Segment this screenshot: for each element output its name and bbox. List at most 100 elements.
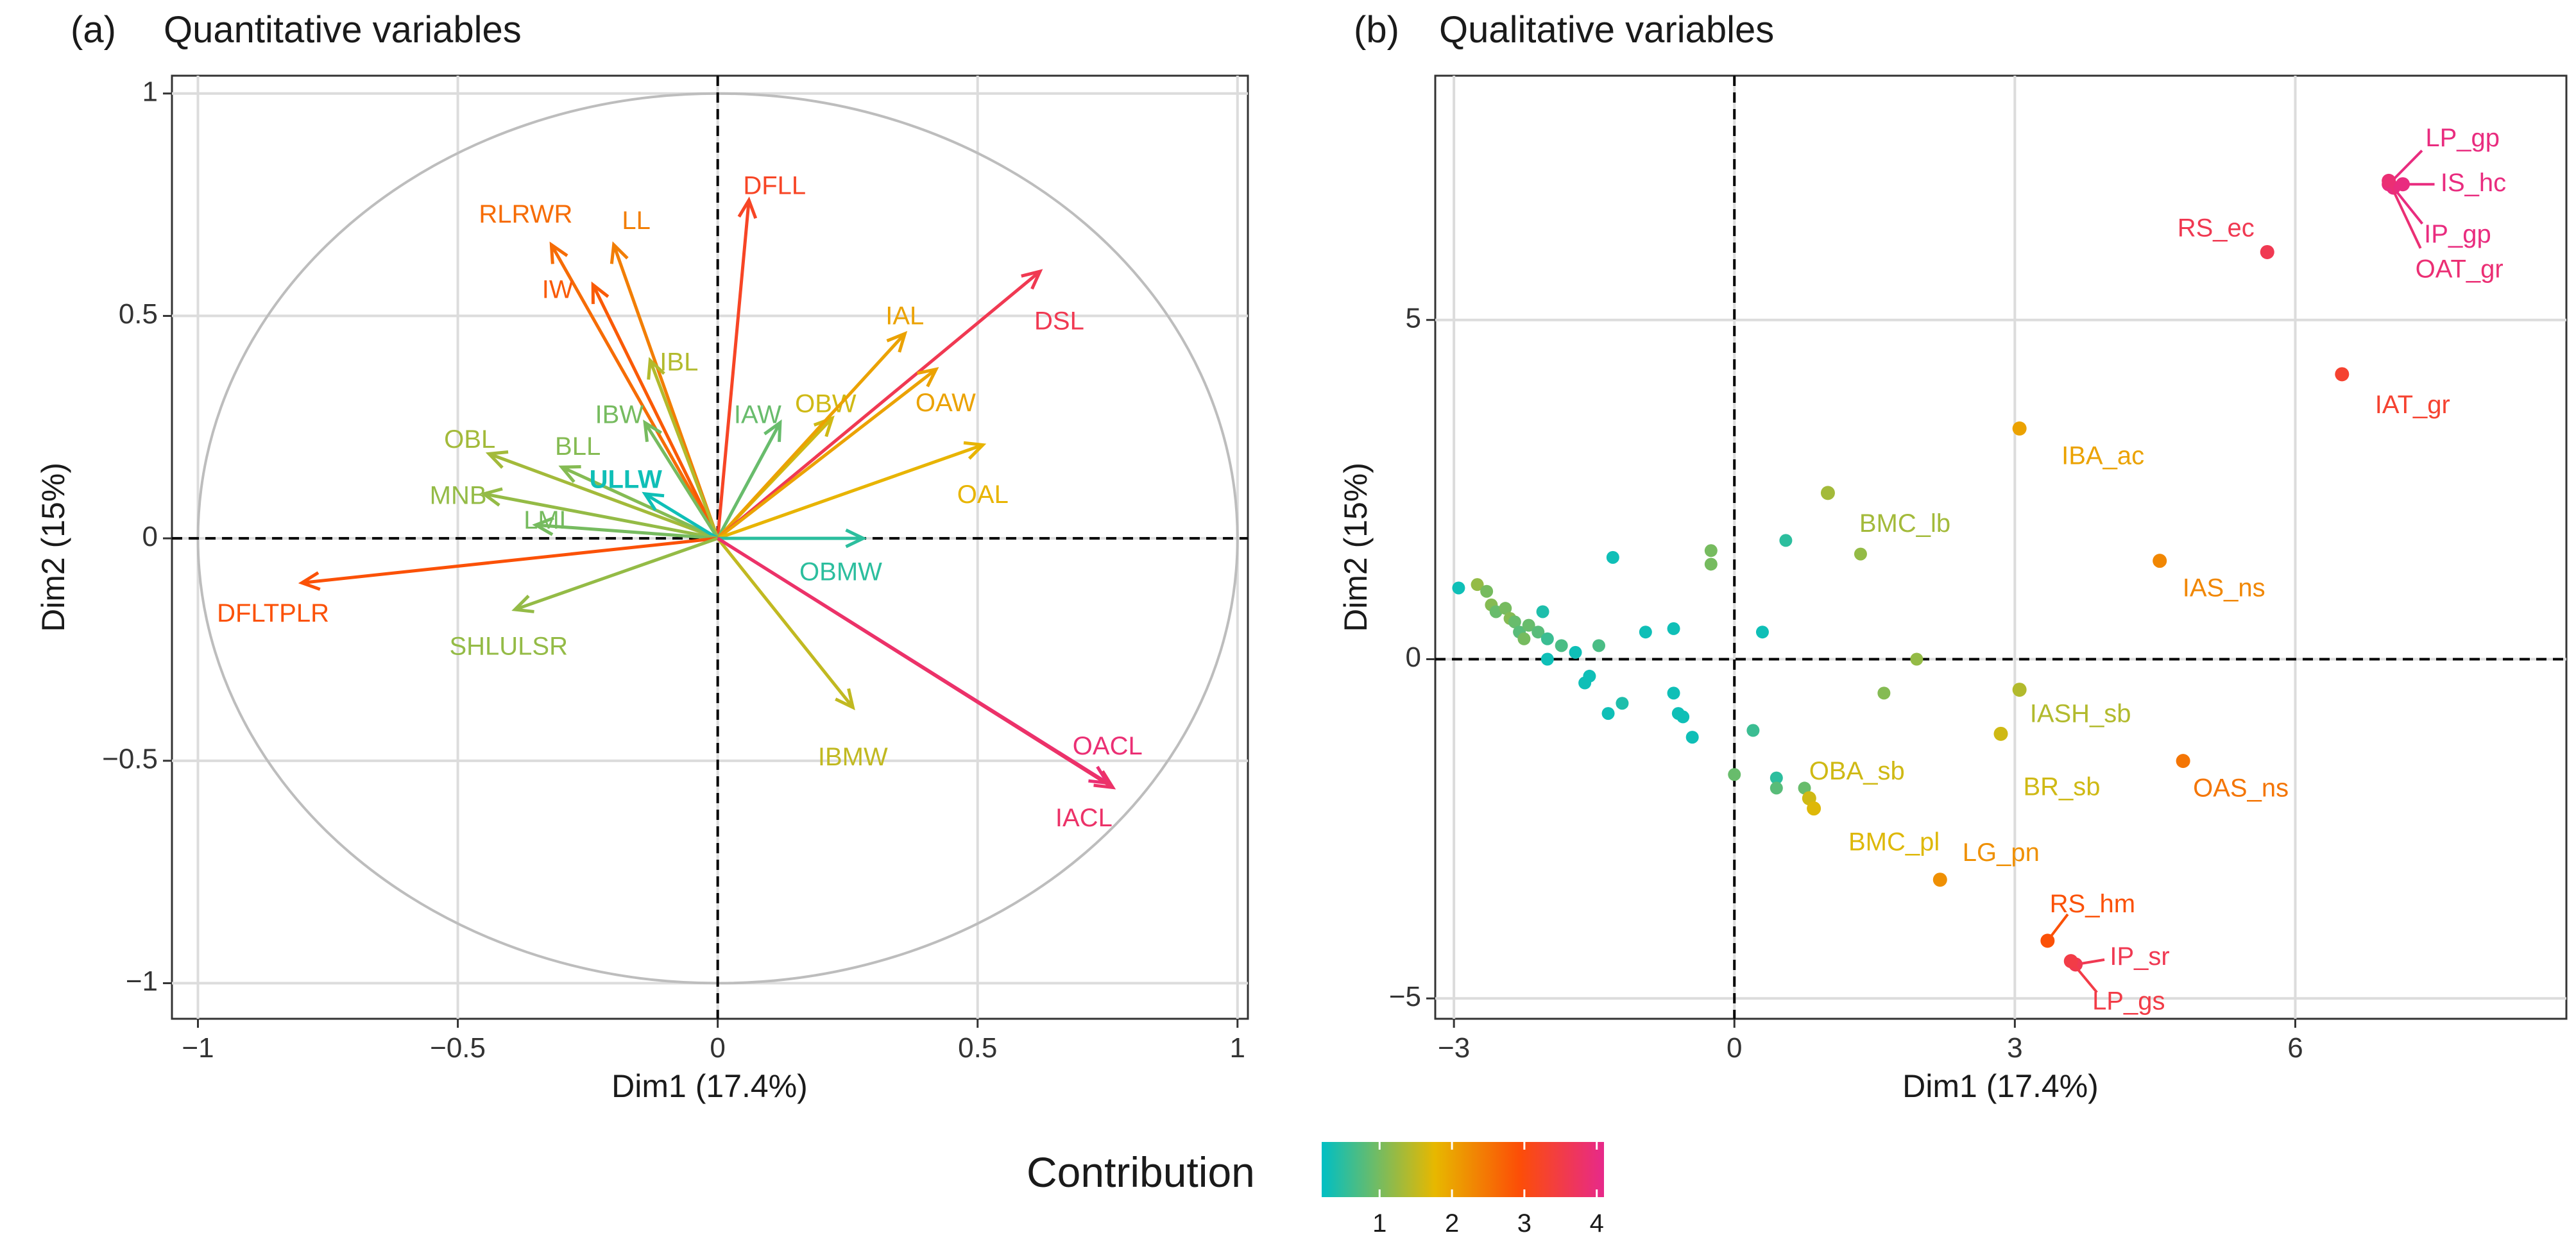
category-point (2335, 367, 2350, 382)
arrow-head (886, 330, 908, 353)
arrow-shlulsr: SHLULSR (449, 536, 719, 661)
arrow-iaw: IAW (716, 400, 782, 540)
point-rs-hm: RS_hm (2040, 890, 2135, 948)
category-point (1779, 534, 1793, 547)
category-point (1667, 622, 1680, 635)
label-leader (2387, 180, 2422, 249)
x-tick-label: −0.5 (430, 1032, 486, 1064)
arrow-label: OBL (444, 425, 495, 454)
arrow-head (532, 516, 554, 536)
arrow-label: RLRWR (479, 200, 572, 228)
panel-b-points: LP_gp IS_hc IP_gp OAT_gr RS_ec IAT_gr IBA_ac BM… (1452, 124, 2506, 1016)
x-tick-label: 1 (1230, 1032, 1245, 1064)
panel-a-plot-area (171, 74, 1249, 1020)
legend: Contribution 1 2 3 4 (1027, 1142, 1604, 1238)
category-point (1540, 632, 1554, 645)
arrow-head (298, 571, 321, 591)
arrow-head (737, 196, 758, 219)
category-point (1728, 768, 1741, 781)
arrow-shaft (561, 465, 719, 540)
arrow-oaw: OAW (717, 367, 976, 540)
y-tick-label: −0.5 (102, 743, 158, 774)
category-point (1667, 686, 1680, 700)
category-point (1540, 652, 1554, 666)
category-point (1536, 605, 1549, 618)
point-is-hc: IS_hc (2396, 169, 2506, 197)
arrow-shaft (514, 536, 719, 611)
point-label: RS_hm (2050, 890, 2135, 918)
point-oba-sb: OBA_sb (1802, 757, 1905, 806)
arrow-ibmw: IBMW (716, 537, 888, 771)
category-point (2063, 954, 2078, 969)
panel-a-title: Quantitative variables (164, 9, 522, 51)
y-tick-label: 0.5 (119, 298, 158, 330)
point-label: OBA_sb (1809, 757, 1905, 785)
category-point (2040, 933, 2055, 948)
arrow-label: IAW (734, 400, 781, 429)
point-label: IAT_gr (2375, 391, 2450, 419)
arrow-shaft (648, 359, 719, 540)
category-point (1471, 578, 1484, 592)
panel-b-x-ticks: −3 0 3 6 (1438, 1019, 2303, 1064)
legend-title: Contribution (1027, 1148, 1255, 1196)
legend-tick-label: 4 (1590, 1209, 1604, 1238)
category-point (1583, 669, 1596, 683)
point-br-sb: BR_sb (1993, 726, 2101, 801)
panel-a-arrows: DFLL RLRWR LL IW IBL IBW IAW OBW IAL DSL OAW OAL OBL… (217, 172, 1143, 832)
arrow-label: IBW (595, 400, 644, 429)
arrow-ibw: IBW (595, 400, 719, 540)
arrow-shaft (716, 332, 907, 540)
arrow-head (763, 419, 782, 442)
arrow-head (610, 241, 629, 264)
arrow-ial: IAL (716, 302, 924, 540)
legend-colorbar (1322, 1142, 1604, 1197)
panel-a-y-axis-label: Dim2 (15%) (35, 463, 71, 632)
point-iat-gr: IAT_gr (2335, 367, 2450, 419)
arrow-shaft (483, 492, 719, 540)
arrow-label: DFLL (743, 172, 806, 200)
category-point (1639, 626, 1652, 639)
arrow-shaft (302, 536, 718, 584)
category-point (1531, 626, 1545, 639)
category-point (1592, 639, 1605, 652)
arrow-obmw: OBMW (717, 528, 882, 586)
arrow-shaft (717, 537, 1114, 789)
panel-a: (a) Quantitative variables DFLL RLRWR LL IW… (35, 9, 1249, 1104)
point-label: IP_gp (2424, 220, 2491, 248)
category-point (2012, 683, 2027, 697)
arrow-shaft (488, 452, 719, 540)
category-point (1517, 632, 1531, 645)
category-point (1616, 697, 1629, 710)
category-point (2382, 173, 2396, 188)
category-point (1755, 626, 1769, 639)
arrow-label: IACL (1055, 804, 1113, 832)
arrow-rlrwr: RLRWR (479, 200, 719, 540)
panel-a-x-ticks: −1 −0.5 0 0.5 1 (182, 1019, 1245, 1064)
point-bmc-lb: BMC_lb (1820, 486, 1950, 538)
arrow-label: IBL (660, 348, 698, 376)
category-point (1820, 486, 1835, 500)
x-tick-label: −3 (1438, 1032, 1470, 1064)
panel-b-tag: (b) (1354, 9, 1399, 51)
arrow-head (917, 367, 939, 387)
arrow-label: OBMW (799, 558, 882, 586)
y-tick-label: 0 (1406, 642, 1421, 673)
arrow-lml: LML (524, 506, 718, 540)
category-point (1910, 652, 1923, 666)
category-point (1499, 602, 1512, 615)
legend-tick-label: 1 (1372, 1209, 1386, 1238)
point-lp-gs: LP_gs (2063, 954, 2165, 1016)
arrow-oal: OAL (717, 441, 1009, 540)
panel-b-title: Qualitative variables (1439, 9, 1774, 51)
point-ias-ns: IAS_ns (2153, 554, 2265, 602)
arrow-obl: OBL (444, 425, 719, 540)
arrow-label: SHLULSR (449, 633, 568, 661)
arrow-head (511, 595, 534, 613)
arrow-label: IBMW (818, 743, 888, 771)
arrow-label: OBW (795, 389, 857, 418)
arrow-shaft (716, 421, 782, 540)
x-tick-label: 3 (2007, 1032, 2022, 1064)
arrow-label: OAL (957, 481, 1009, 509)
arrow-label: DFLTPLR (217, 599, 329, 627)
category-point (2012, 421, 2027, 436)
